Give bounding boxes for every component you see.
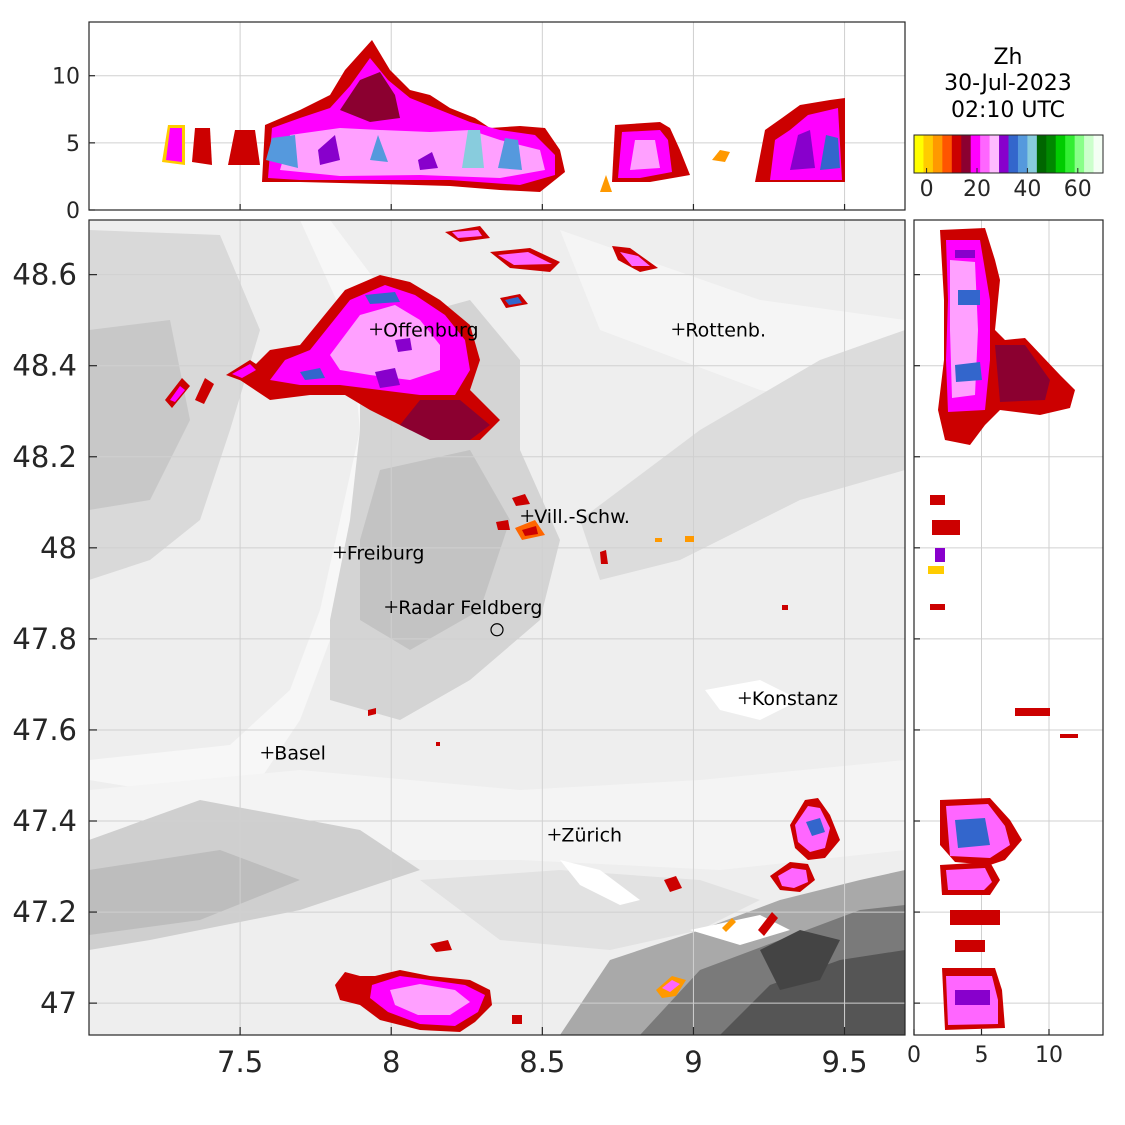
main-y-tick-label: 48 (40, 531, 77, 565)
colorbar-swatch (961, 135, 972, 173)
main-y-tick-label: 48.2 (12, 440, 77, 474)
city-label: Offenburg (383, 319, 478, 341)
main-y-tick-label: 48.4 (12, 349, 77, 383)
top-panel-frame (88, 21, 906, 211)
top-y-tick-label: 0 (66, 199, 80, 224)
colorbar-swatch (951, 135, 962, 173)
colorbar-swatch (942, 135, 953, 173)
colorbar-tick-label: 20 (963, 177, 991, 202)
colorbar-swatch (989, 135, 1000, 173)
city-layer: Offenburg Rottenb. Vill.-Schw. Freiburg Rada… (261, 319, 838, 847)
colorbar-swatch (999, 135, 1009, 173)
colorbar-swatch (1055, 135, 1066, 173)
colorbar-swatch (1008, 135, 1019, 173)
right-echo-layer (928, 228, 1078, 1030)
colorbar-tick-label: 0 (920, 177, 934, 202)
right-x-tick-label: 0 (907, 1043, 921, 1068)
colorbar-swatch (1027, 135, 1038, 173)
top-y-tick-label: 5 (66, 132, 80, 157)
colorbar-swatch (970, 135, 981, 173)
right-cross-section-panel: 0 5 10 (907, 219, 1104, 1068)
top-y-tick-label: 10 (52, 65, 80, 90)
city-label: Radar Feldberg (398, 597, 542, 619)
city-label: Vill.-Schw. (534, 506, 630, 528)
terrain-layer (89, 220, 905, 1035)
main-y-tick-label: 47.6 (12, 713, 77, 747)
echo-layer (165, 226, 840, 1032)
main-y-tick-label: 47.4 (12, 804, 77, 838)
city-label: Konstanz (752, 688, 838, 710)
right-panel-frame (913, 219, 1104, 1036)
date-title: 30-Jul-2023 (944, 71, 1072, 96)
colorbar-tick-label: 40 (1013, 177, 1041, 202)
colorbar-swatch (923, 135, 934, 173)
colorbar-swatch (980, 135, 991, 173)
colorbar-swatch (1036, 135, 1047, 173)
colorbar: 0 20 40 60 (913, 134, 1104, 202)
main-x-tick-label: 9.5 (821, 1045, 867, 1079)
colorbar-swatch (1093, 135, 1104, 173)
colorbar-tick-label: 60 (1064, 177, 1092, 202)
city-label: Basel (274, 743, 326, 765)
main-axis-ticks: 7.5 8 8.5 9 9.5 47 47.2 47.4 47.6 47.8 48 48.2 48.4 4… (12, 258, 867, 1079)
colorbar-frame (913, 134, 1104, 174)
top-cross-section-panel: 0 5 10 (52, 21, 906, 224)
main-x-tick-label: 9 (684, 1045, 702, 1079)
colorbar-swatch (1074, 135, 1085, 173)
main-x-tick-label: 8 (382, 1045, 400, 1079)
city-label: Freiburg (347, 542, 425, 564)
colorbar-swatch (932, 135, 943, 173)
right-axis-ticks: 0 5 10 (907, 274, 1063, 1068)
main-y-tick-label: 47.8 (12, 622, 77, 656)
variable-title: Zh (993, 45, 1022, 70)
main-map-frame (88, 219, 906, 1036)
colorbar-swatch (1017, 135, 1028, 173)
time-title: 02:10 UTC (951, 98, 1065, 123)
right-x-tick-label: 5 (975, 1043, 989, 1068)
top-axis-ticks: 0 5 10 (52, 65, 846, 224)
title-block: Zh 30-Jul-2023 02:10 UTC (944, 45, 1072, 123)
colorbar-swatch (1084, 135, 1095, 173)
main-y-tick-label: 47 (40, 986, 77, 1020)
main-x-tick-label: 8.5 (519, 1045, 565, 1079)
right-x-tick-label: 10 (1035, 1043, 1063, 1068)
city-label: Zürich (561, 825, 622, 847)
main-map-panel: Offenburg Rottenb. Vill.-Schw. Freiburg Rada… (12, 219, 906, 1079)
radar-site-marker (490, 623, 504, 637)
colorbar-swatch (914, 135, 924, 173)
main-y-tick-label: 47.2 (12, 895, 77, 929)
main-grid (89, 220, 905, 1035)
top-echo-layer (162, 40, 845, 192)
colorbar-swatch (1065, 135, 1076, 173)
main-x-tick-label: 7.5 (217, 1045, 263, 1079)
city-label: Rottenb. (685, 319, 766, 341)
main-y-tick-label: 48.6 (12, 258, 77, 292)
colorbar-swatch (1046, 135, 1057, 173)
